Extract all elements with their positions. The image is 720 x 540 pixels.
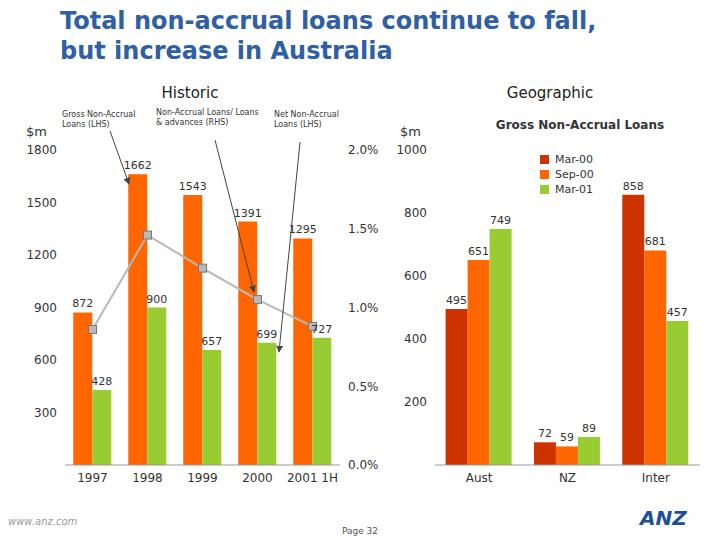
html-text:Geographic: Geographic — [506, 84, 594, 102]
svg-text:1998: 1998 — [132, 471, 163, 485]
svg-text:Aust: Aust — [466, 471, 493, 485]
svg-text:Inter: Inter — [642, 471, 670, 485]
svg-text:1000: 1000 — [396, 143, 427, 157]
svg-text:1999: 1999 — [187, 471, 218, 485]
html-text:Gross Non-Accrual Loans (LHS): Gross Non-Accrual Loans (LHS) — [62, 110, 136, 129]
svg-text:1295: 1295 — [289, 223, 317, 236]
svg-text:495: 495 — [446, 294, 467, 307]
svg-text:699: 699 — [256, 328, 277, 341]
svg-text:800: 800 — [404, 206, 427, 220]
svg-text:0.0%: 0.0% — [348, 458, 379, 472]
svg-text:400: 400 — [404, 332, 427, 346]
svg-text:1200: 1200 — [26, 248, 57, 262]
svg-text:900: 900 — [34, 301, 57, 315]
svg-text:2.0%: 2.0% — [348, 143, 379, 157]
svg-text:300: 300 — [34, 406, 57, 420]
svg-text:1.5%: 1.5% — [348, 222, 379, 236]
svg-text:600: 600 — [404, 269, 427, 283]
svg-text:858: 858 — [623, 180, 644, 193]
svg-text:0.5%: 0.5% — [348, 380, 379, 394]
html-text:Total non-accrual loans contin: Total non-accrual loans continue to fall… — [60, 7, 597, 65]
html-text:Net Non-Accrual Loans (LHS): Net Non-Accrual Loans (LHS) — [274, 110, 339, 129]
svg-text:457: 457 — [667, 306, 688, 319]
svg-text:72: 72 — [538, 427, 552, 440]
html-text:Mar-01: Mar-01 — [555, 183, 593, 196]
html-text:Historic: Historic — [161, 84, 219, 102]
svg-text:89: 89 — [582, 422, 596, 435]
svg-text:1391: 1391 — [234, 207, 262, 220]
html-text:ANZ: ANZ — [640, 506, 687, 530]
html-text:Sep-00: Sep-00 — [555, 168, 594, 181]
html-text:Page 32: Page 32 — [341, 526, 378, 536]
svg-text:1662: 1662 — [124, 159, 152, 172]
svg-text:2000: 2000 — [242, 471, 273, 485]
svg-text:651: 651 — [468, 245, 489, 258]
html-text:Gross Non-Accrual Loans: Gross Non-Accrual Loans — [495, 118, 665, 132]
html-text:$m: $m — [400, 124, 421, 139]
html-text:Non-Accrual Loans/ Loans & adv: Non-Accrual Loans/ Loans & advances (RHS… — [156, 108, 259, 127]
svg-text:872: 872 — [72, 297, 93, 310]
svg-text:428: 428 — [91, 375, 112, 388]
html-text:Mar-00: Mar-00 — [555, 153, 593, 166]
svg-text:2001 1H: 2001 1H — [287, 471, 338, 485]
html-text:www.anz.com: www.anz.com — [8, 516, 78, 527]
svg-text:1.0%: 1.0% — [348, 301, 379, 315]
svg-text:59: 59 — [560, 431, 574, 444]
svg-text:1800: 1800 — [26, 143, 57, 157]
svg-text:657: 657 — [201, 335, 222, 348]
svg-text:200: 200 — [404, 395, 427, 409]
svg-text:727: 727 — [311, 323, 332, 336]
svg-text:1997: 1997 — [77, 471, 108, 485]
svg-text:681: 681 — [645, 235, 666, 248]
svg-text:1500: 1500 — [26, 196, 57, 210]
svg-text:749: 749 — [490, 214, 511, 227]
svg-text:1543: 1543 — [179, 180, 207, 193]
svg-text:900: 900 — [146, 293, 167, 306]
html-text:$m: $m — [26, 124, 47, 139]
svg-text:NZ: NZ — [559, 471, 576, 485]
svg-text:600: 600 — [34, 353, 57, 367]
